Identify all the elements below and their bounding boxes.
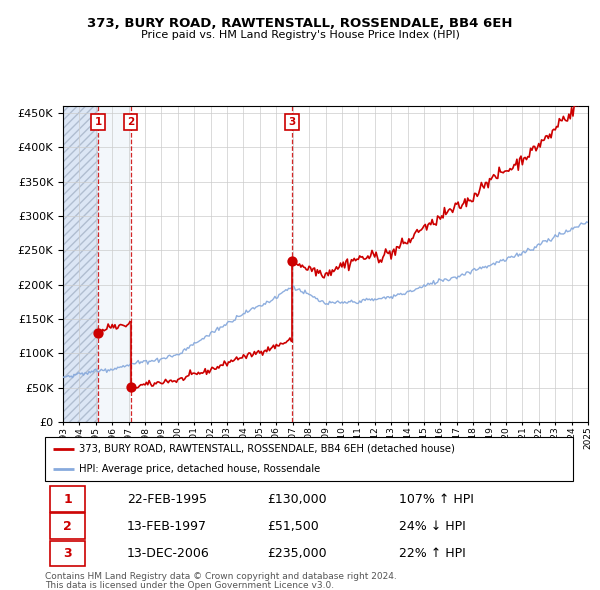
Point xyxy=(126,382,136,391)
Text: 22-FEB-1995: 22-FEB-1995 xyxy=(127,493,207,506)
Bar xyxy=(98,106,131,422)
FancyBboxPatch shape xyxy=(50,486,85,512)
Point xyxy=(94,328,103,337)
Text: 24% ↓ HPI: 24% ↓ HPI xyxy=(399,520,466,533)
Text: 107% ↑ HPI: 107% ↑ HPI xyxy=(399,493,473,506)
Text: 1: 1 xyxy=(63,493,72,506)
Text: 3: 3 xyxy=(288,117,295,127)
Text: 2: 2 xyxy=(63,520,72,533)
Text: 2: 2 xyxy=(127,117,134,127)
FancyBboxPatch shape xyxy=(45,437,573,481)
FancyBboxPatch shape xyxy=(50,513,85,539)
Text: 3: 3 xyxy=(63,547,72,560)
Text: 373, BURY ROAD, RAWTENSTALL, ROSSENDALE, BB4 6EH (detached house): 373, BURY ROAD, RAWTENSTALL, ROSSENDALE,… xyxy=(79,444,455,454)
Point xyxy=(287,256,296,266)
Text: £235,000: £235,000 xyxy=(267,547,326,560)
FancyBboxPatch shape xyxy=(50,540,85,566)
Text: 13-DEC-2006: 13-DEC-2006 xyxy=(127,547,209,560)
Bar xyxy=(63,106,98,422)
Text: 373, BURY ROAD, RAWTENSTALL, ROSSENDALE, BB4 6EH: 373, BURY ROAD, RAWTENSTALL, ROSSENDALE,… xyxy=(87,17,513,30)
Text: 13-FEB-1997: 13-FEB-1997 xyxy=(127,520,207,533)
Text: HPI: Average price, detached house, Rossendale: HPI: Average price, detached house, Ross… xyxy=(79,464,320,474)
Text: This data is licensed under the Open Government Licence v3.0.: This data is licensed under the Open Gov… xyxy=(45,581,334,590)
Text: Price paid vs. HM Land Registry's House Price Index (HPI): Price paid vs. HM Land Registry's House … xyxy=(140,30,460,40)
Text: £51,500: £51,500 xyxy=(267,520,319,533)
Text: 22% ↑ HPI: 22% ↑ HPI xyxy=(399,547,466,560)
Text: 1: 1 xyxy=(94,117,102,127)
Text: Contains HM Land Registry data © Crown copyright and database right 2024.: Contains HM Land Registry data © Crown c… xyxy=(45,572,397,581)
Text: £130,000: £130,000 xyxy=(267,493,326,506)
